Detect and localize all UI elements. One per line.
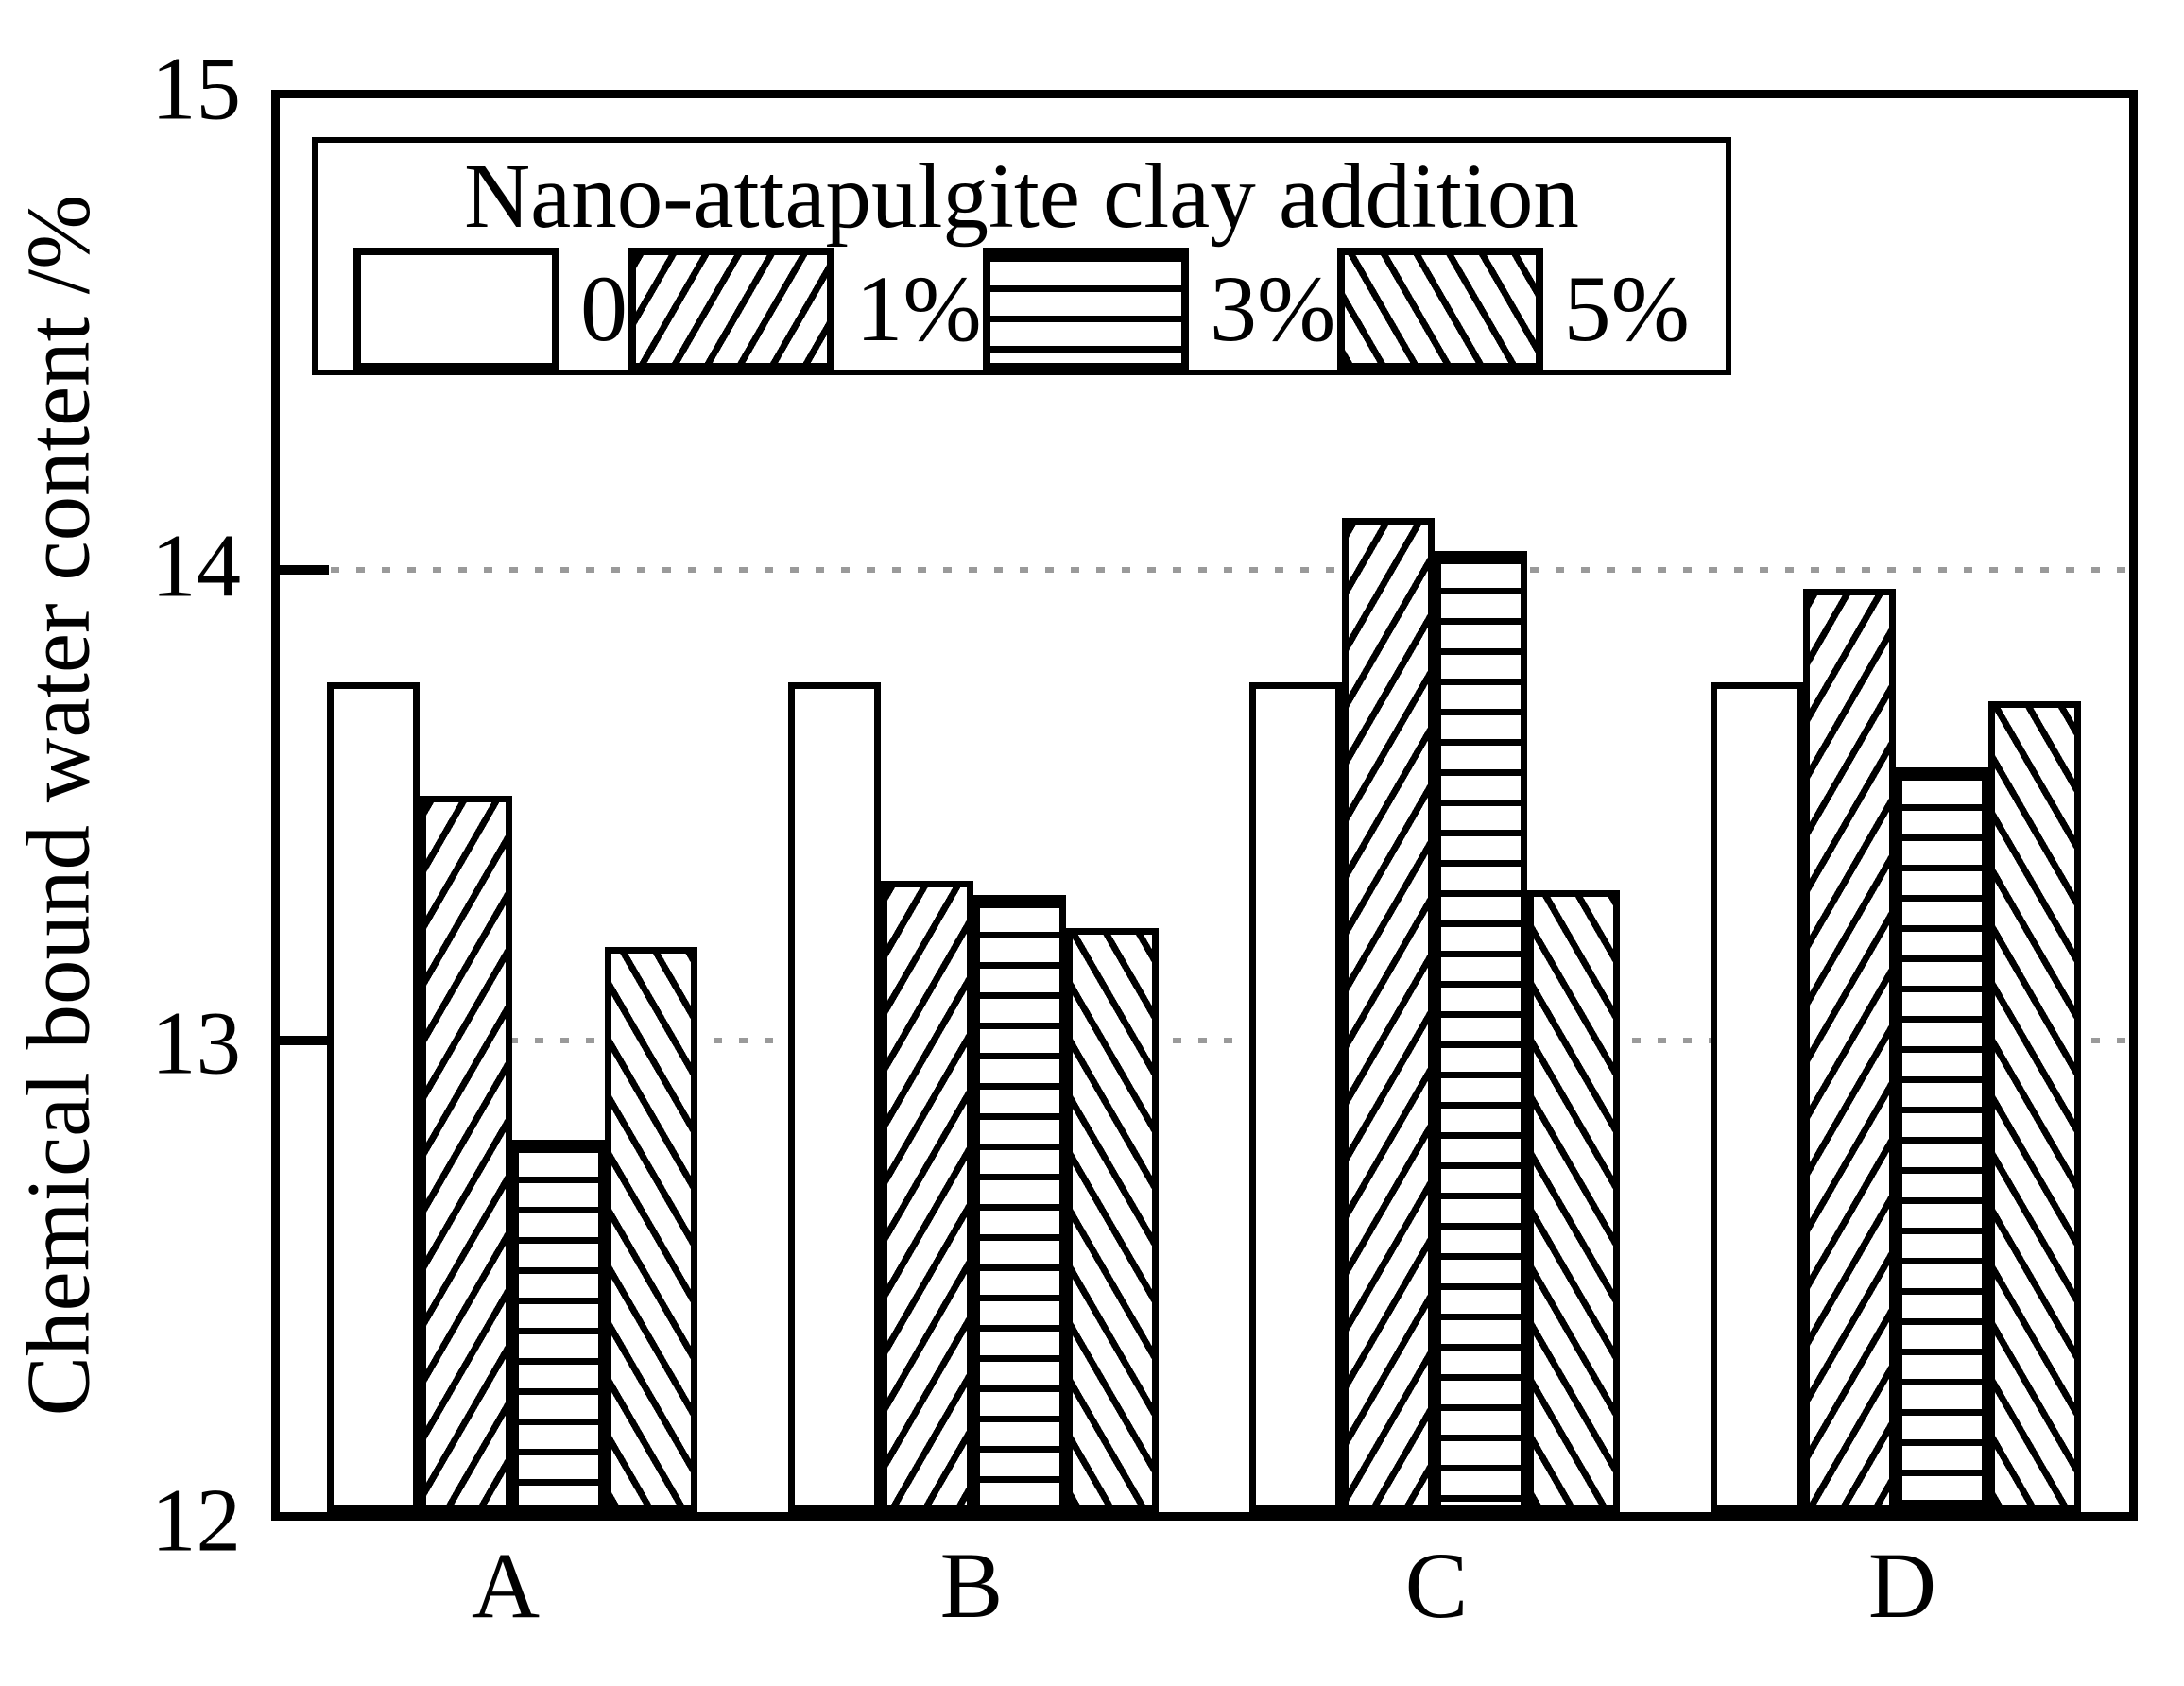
legend-item-3pct: 3% bbox=[983, 248, 1335, 370]
gridline-13 bbox=[280, 1038, 2129, 1044]
bar-C-5pct bbox=[1527, 889, 1621, 1512]
legend-item-label: 0 bbox=[580, 256, 628, 361]
legend-item-label: 5% bbox=[1563, 256, 1690, 361]
legend-items: 0 1% 3% 5% bbox=[353, 248, 1690, 370]
legend-item-5pct: 5% bbox=[1336, 248, 1690, 370]
y-tickmark-14 bbox=[280, 564, 329, 575]
y-tick-label-14: 14 bbox=[151, 515, 241, 616]
legend-swatch-horizontal-hatch bbox=[983, 248, 1189, 370]
bar-A-0 bbox=[326, 682, 420, 1512]
y-tickmark-13 bbox=[280, 1036, 329, 1046]
plot-inner bbox=[280, 98, 2129, 1512]
legend-item-label: 3% bbox=[1210, 256, 1336, 361]
legend-title: Nano-attapulgite clay addition bbox=[464, 146, 1579, 247]
x-category-label-b: B bbox=[939, 1533, 1004, 1638]
bar-D-5pct bbox=[1988, 701, 2082, 1512]
bar-A-3pct bbox=[511, 1140, 605, 1512]
bars-layer bbox=[280, 98, 2129, 1512]
y-tick-label-15: 15 bbox=[151, 38, 241, 139]
x-category-label-d: D bbox=[1867, 1533, 1937, 1638]
x-category-label-c: C bbox=[1404, 1533, 1469, 1638]
legend-box: Nano-attapulgite clay addition 0 1% 3% 5… bbox=[312, 137, 1731, 375]
bar-B-0 bbox=[787, 682, 881, 1512]
bar-C-1pct bbox=[1342, 517, 1436, 1512]
y-tick-label-12: 12 bbox=[151, 1470, 241, 1571]
legend-item-0: 0 bbox=[353, 248, 628, 370]
x-category-label-a: A bbox=[471, 1533, 541, 1638]
legend-swatch-diagonal-down-hatch bbox=[1336, 248, 1543, 370]
bar-B-5pct bbox=[1065, 927, 1159, 1512]
y-tick-label-13: 13 bbox=[151, 992, 241, 1093]
bar-D-0 bbox=[1711, 682, 1804, 1512]
bar-B-1pct bbox=[880, 880, 973, 1512]
legend-swatch-diagonal-up-hatch bbox=[628, 248, 835, 370]
bar-B-3pct bbox=[972, 894, 1066, 1512]
bar-C-0 bbox=[1249, 682, 1343, 1512]
legend-swatch-plain bbox=[353, 248, 559, 370]
legend-item-1pct: 1% bbox=[628, 248, 982, 370]
bar-A-1pct bbox=[419, 796, 512, 1512]
gridline-14 bbox=[280, 566, 2129, 573]
bar-D-1pct bbox=[1803, 588, 1897, 1512]
bar-C-3pct bbox=[1435, 550, 1528, 1512]
bar-D-3pct bbox=[1896, 767, 1989, 1512]
legend-item-label: 1% bbox=[855, 256, 982, 361]
y-axis-title: Chemical bound water content /% bbox=[8, 194, 109, 1417]
bar-A-5pct bbox=[604, 946, 697, 1512]
